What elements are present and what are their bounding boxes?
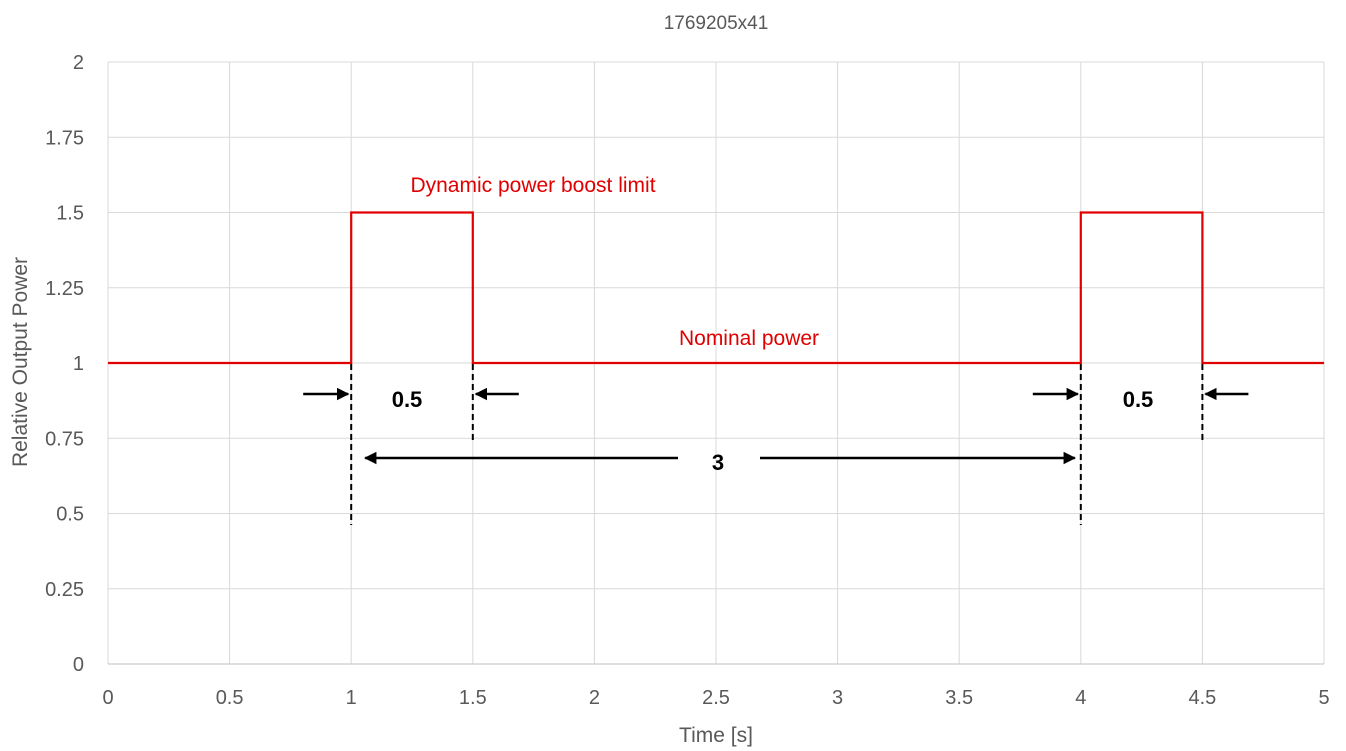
y-tick-label: 1.25 [45, 278, 84, 300]
x-tick-label: 1 [346, 687, 357, 709]
nominal-power-label: Nominal power [679, 327, 819, 350]
y-tick-label: 0 [73, 654, 84, 676]
y-tick-label: 1 [73, 353, 84, 375]
x-axis-title: Time [s] [679, 724, 753, 747]
period-label: 3 [712, 450, 724, 475]
x-tick-label: 4 [1075, 687, 1086, 709]
y-tick-label: 2 [73, 52, 84, 74]
grid [107, 61, 1325, 665]
x-tick-label: 1.5 [459, 687, 487, 709]
x-tick-labels: 0 0.5 1 1.5 2 2.5 3 3.5 4 4.5 5 [102, 687, 1329, 709]
dimension-lines [303, 364, 1249, 525]
x-tick-label: 5 [1318, 687, 1329, 709]
x-tick-label: 4.5 [1188, 687, 1216, 709]
y-tick-labels: 0 0.25 0.5 0.75 1 1.25 1.5 1.75 2 [45, 52, 84, 676]
y-tick-label: 0.75 [45, 428, 84, 450]
series [108, 211, 1324, 365]
chart-title: 1769205x41 [664, 13, 769, 34]
x-tick-label: 3.5 [945, 687, 973, 709]
x-tick-label: 0 [102, 687, 113, 709]
y-tick-label: 1.5 [56, 203, 84, 225]
x-tick-label: 0.5 [216, 687, 244, 709]
x-tick-label: 3 [832, 687, 843, 709]
y-axis-title: Relative Output Power [9, 257, 32, 467]
y-tick-label: 0.5 [56, 504, 84, 526]
x-tick-label: 2 [589, 687, 600, 709]
boost-limit-label: Dynamic power boost limit [410, 174, 655, 197]
x-tick-label: 2.5 [702, 687, 730, 709]
pulse1-width-label: 0.5 [392, 387, 423, 412]
series-line [108, 211, 1324, 365]
pulse2-width-label: 0.5 [1123, 387, 1154, 412]
y-tick-label: 1.75 [45, 127, 84, 149]
y-tick-label: 0.25 [45, 579, 84, 601]
